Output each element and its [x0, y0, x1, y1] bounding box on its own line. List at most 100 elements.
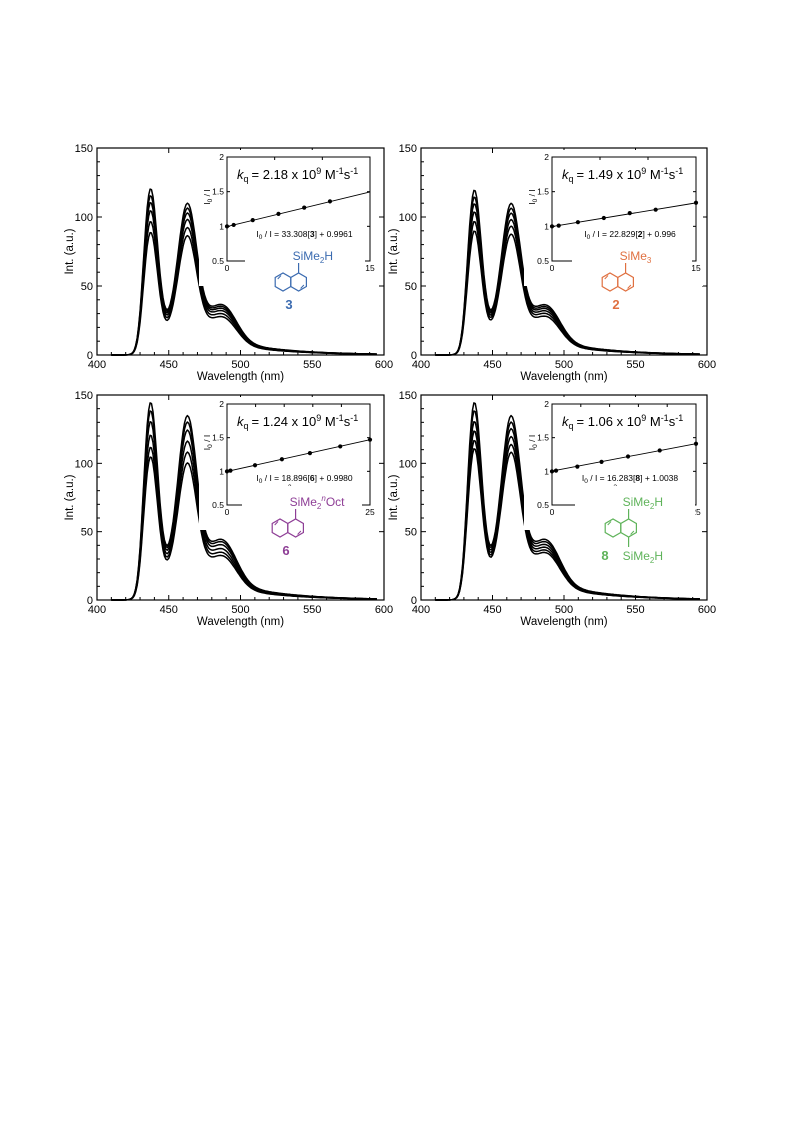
- fit-eq-slope: / I = 33.308[: [262, 229, 310, 239]
- fit-eq-compound: 2: [638, 229, 643, 239]
- kq-unit-m: M: [321, 414, 335, 429]
- structure-backdrop: [572, 240, 692, 318]
- kq-value: = 1.24 x 10: [252, 414, 317, 429]
- fit-eq-intercept: ] + 0.996: [642, 229, 676, 239]
- naphthalene-ring-right: [617, 272, 635, 292]
- inset-y-tick-label: 1: [219, 221, 224, 231]
- stern-volmer-point: [653, 207, 658, 212]
- x-tick-label: 600: [698, 604, 716, 616]
- inset-x-tick-label: 0: [225, 263, 230, 273]
- inset-y-tick-label: 0.5: [212, 500, 224, 510]
- kq-unit-s: s: [344, 414, 351, 429]
- stern-volmer-point: [556, 223, 561, 228]
- double-bond: [274, 521, 279, 526]
- kq-symbol: k: [562, 414, 570, 429]
- stern-volmer-point: [627, 211, 632, 216]
- y-tick-label: 150: [75, 390, 93, 402]
- kq-value: = 1.06 x 10: [577, 414, 642, 429]
- stern-volmer-point: [553, 468, 559, 473]
- kq-unit-s-exp: -1: [350, 166, 358, 176]
- fit-eq-i: I: [582, 473, 584, 483]
- inset-y-tick-label: 0.5: [537, 500, 549, 510]
- stern-volmer-point: [224, 224, 230, 229]
- stern-volmer-point: [657, 448, 662, 453]
- fit-equation: I0 / I = 18.896[6] + 0.9980: [256, 473, 353, 485]
- fit-eq-i: I: [256, 473, 258, 483]
- substituent-sime: SiMe: [620, 249, 648, 263]
- stern-volmer-point: [231, 222, 236, 228]
- inset-y-axis-label: I0 / I: [527, 435, 539, 450]
- stern-volmer-point: [693, 441, 699, 446]
- kq-subscript: q: [244, 421, 249, 431]
- x-tick-label: 400: [88, 359, 106, 371]
- inset-x-tick-label: 25: [691, 507, 701, 517]
- inset-y-tick-label: 0.5: [212, 256, 224, 266]
- fit-equation: I0 / I = 16.283[8] + 1.0038: [582, 473, 679, 485]
- x-tick-label: 500: [555, 359, 573, 371]
- substituent-sime: SiMe: [290, 495, 318, 509]
- inset-y-tick-label: 1: [544, 221, 549, 231]
- inset-y-tick-label: 2: [219, 152, 224, 162]
- inset-y-tick-label: 1.5: [212, 433, 224, 443]
- substituent-label-bottom: SiMe2H: [623, 549, 663, 565]
- stern-volmer-point: [625, 454, 631, 459]
- substituent-label: SiMe2H: [623, 495, 663, 511]
- x-tick-label: 600: [375, 359, 393, 371]
- inset-y-tick-label: 2: [544, 152, 549, 162]
- quenching-rate-constant: kq = 1.06 x 109 M-1s-1: [562, 413, 683, 431]
- fit-equation: I0 / I = 22.829[2] + 0.996: [584, 229, 676, 241]
- y-tick-label: 150: [75, 143, 93, 155]
- inset-y-label-sub: 0: [207, 444, 214, 448]
- x-tick-label: 600: [375, 604, 393, 616]
- kq-unit-m-exp: -1: [336, 166, 344, 176]
- substituent-octyl: Oct: [326, 495, 345, 509]
- kq-unit-s-exp: -1: [675, 166, 683, 176]
- inset-y-label-rest: / I: [527, 189, 537, 198]
- kq-unit-m: M: [646, 167, 660, 182]
- kq-subscript: q: [569, 421, 574, 431]
- kq-symbol: k: [237, 414, 245, 429]
- kq-subscript: q: [569, 174, 574, 184]
- fit-eq-slope: / I = 16.283[: [588, 473, 636, 483]
- x-axis-label: Wavelength (nm): [197, 371, 284, 383]
- inset-y-axis-label: I0 / I: [202, 435, 214, 450]
- naphthalene-ring-right: [287, 518, 304, 538]
- fit-eq-compound: 6: [310, 473, 315, 483]
- y-tick-label: 0: [87, 350, 93, 362]
- kq-unit-m-exp: -1: [336, 413, 344, 423]
- inset-y-tick-label: 1.5: [212, 187, 224, 197]
- substituent-sime: SiMe: [623, 495, 651, 509]
- emission-spectra-group: [111, 188, 377, 356]
- y-tick-label: 100: [75, 458, 93, 470]
- stern-volmer-point: [252, 463, 258, 468]
- inset-x-tick-label: 25: [365, 507, 375, 517]
- substituent-label: SiMe3: [620, 249, 652, 265]
- inset-y-tick-label: 2: [219, 399, 224, 409]
- kq-exponent: 9: [316, 413, 321, 423]
- emission-spectrum-line-6: [435, 448, 700, 601]
- double-bond: [300, 284, 305, 289]
- fit-eq-slope: / I = 18.896[: [262, 473, 310, 483]
- compound-number: 2: [612, 297, 619, 312]
- x-tick-label: 450: [160, 604, 178, 616]
- y-axis-label: Int. (a.u.): [64, 474, 76, 520]
- x-tick-label: 550: [626, 604, 644, 616]
- inset-y-axis-label: I0 / I: [527, 189, 539, 204]
- compound-structure: SiMe2nOct 6: [242, 486, 362, 564]
- inset-y-label-rest: / I: [527, 435, 537, 444]
- linear-fit-line: [226, 439, 371, 472]
- inset-y-label-sub: 0: [207, 198, 214, 202]
- kq-unit-m-exp: -1: [661, 166, 669, 176]
- kq-value: = 2.18 x 10: [252, 167, 317, 182]
- inset-y-tick-label: 1: [219, 466, 224, 476]
- x-tick-label: 400: [88, 604, 106, 616]
- inset-x-tick-label: 0: [550, 263, 555, 273]
- compound-structure: SiMe2H 3: [245, 240, 365, 318]
- fit-eq-sub: 0: [584, 478, 588, 485]
- kq-symbol: k: [562, 167, 570, 182]
- fit-eq-sub: 0: [259, 234, 263, 241]
- stern-volmer-point: [575, 464, 580, 469]
- y-tick-label: 100: [399, 458, 417, 470]
